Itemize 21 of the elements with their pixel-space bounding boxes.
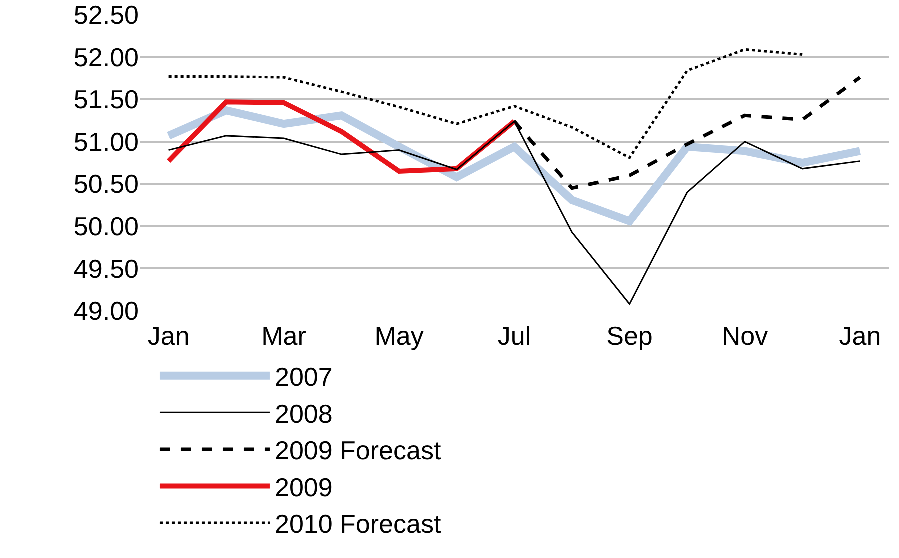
legend-label: 2009 [274,472,333,502]
y-tick-label: 52.00 [74,42,139,72]
x-tick-label: Jul [498,321,532,352]
x-tick-label: Nov [722,321,768,352]
legend-label: 2008 [274,398,333,429]
y-tick-label: 49.50 [74,254,139,284]
y-tick-label: 51.00 [74,126,139,157]
x-tick-label: May [374,321,424,352]
x-tick-label: Mar [262,321,307,352]
x-tick-label: Jan [839,321,882,352]
legend-label: 2007 [274,362,333,392]
y-tick-label: 49.00 [74,296,139,326]
y-tick-label: 50.00 [74,212,139,242]
x-tick-label: Sep [606,321,653,352]
line-series [168,48,804,160]
legend-label: 2010 Forecast [274,509,442,540]
x-tick-label: Jan [148,321,190,352]
y-tick-label: 52.50 [74,0,139,30]
legend-label: 2009 Forecast [274,436,442,466]
y-tick-label: 50.50 [74,169,139,200]
y-tick-label: 51.50 [74,84,139,115]
